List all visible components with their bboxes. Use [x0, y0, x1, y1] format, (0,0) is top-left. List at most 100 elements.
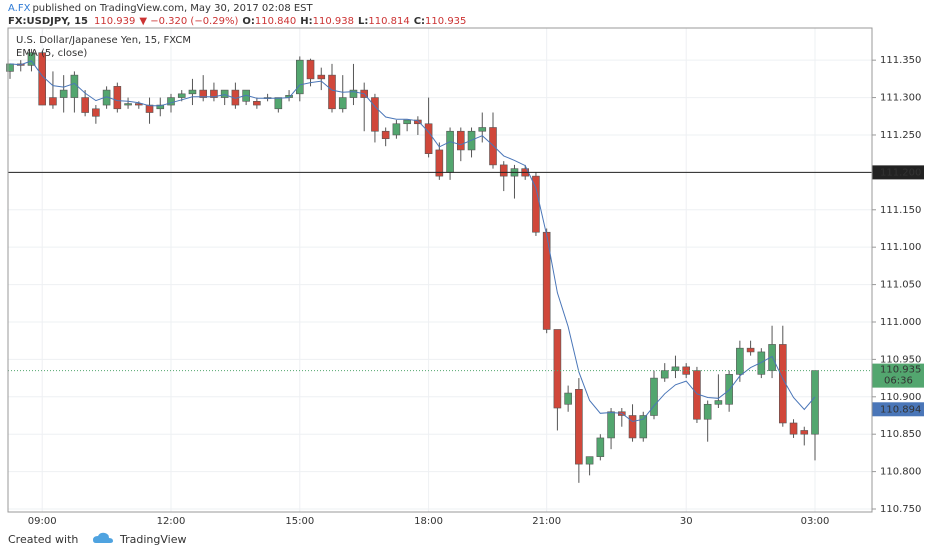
ohlc-value: 110.938 — [313, 16, 354, 27]
candle-body — [59, 89, 68, 98]
x-tick-label: 15:00 — [285, 516, 314, 527]
price-label-box — [872, 402, 924, 417]
candle-body — [553, 329, 562, 409]
candle-body — [499, 164, 508, 177]
candle-body — [317, 74, 326, 80]
price-label-box — [872, 363, 924, 388]
footer-brand[interactable]: TradingView — [119, 533, 186, 546]
candle-body — [789, 422, 798, 435]
candle-body — [145, 104, 154, 113]
y-tick-label: 111.250 — [880, 130, 921, 141]
candle-body — [746, 347, 755, 353]
y-tick-label: 110.900 — [880, 392, 921, 403]
candle-body — [800, 430, 809, 435]
y-tick-label: 111.150 — [880, 205, 921, 216]
ohlc-value: 110.840 — [255, 16, 296, 27]
price-label: 111.200 — [880, 167, 921, 178]
candle-body — [274, 97, 283, 110]
y-tick-label: 111.100 — [880, 242, 921, 253]
last-price: 110.939 — [94, 16, 135, 27]
candle-body — [27, 52, 36, 66]
candle-body — [92, 108, 100, 117]
candle-body — [424, 123, 433, 154]
candle-body — [49, 97, 57, 106]
ohlc-label: C: — [414, 16, 425, 27]
candle-body — [381, 130, 390, 140]
price-label: 110.935 — [880, 365, 921, 376]
price-label-box — [872, 165, 924, 180]
candle-body — [295, 59, 304, 95]
candle-body — [596, 437, 605, 457]
candle-body — [575, 389, 583, 465]
x-tick-label: 30 — [680, 516, 693, 527]
candle-body — [489, 127, 497, 166]
indicator-label: EMA (5, close) — [16, 48, 87, 59]
y-tick-label: 111.300 — [880, 93, 921, 104]
brand-logo — [93, 532, 113, 543]
published: published on TradingView.com, May 30, 20… — [32, 3, 313, 14]
header-line: A.FX published on TradingView.com, May 30… — [8, 3, 314, 14]
y-tick-label: 111.350 — [880, 55, 921, 66]
x-tick-label: 21:00 — [532, 516, 561, 527]
candle-body — [403, 119, 411, 125]
candle-body — [564, 392, 572, 405]
candle-body — [306, 59, 315, 80]
ohlc-label: H: — [300, 16, 312, 27]
candle-body — [446, 130, 454, 173]
ohlc-value: 110.935 — [425, 16, 466, 27]
y-tick-label: 110.850 — [880, 429, 921, 440]
candle-body — [156, 104, 165, 110]
x-tick-label: 18:00 — [414, 516, 443, 527]
candle-body — [639, 415, 648, 439]
candle-body — [328, 74, 336, 110]
change: ▼ −0.320 (−0.29%) — [139, 16, 238, 27]
candle-body — [714, 400, 723, 405]
ema-line — [9, 60, 816, 423]
x-tick-label: 09:00 — [28, 516, 57, 527]
y-tick-label: 111.000 — [880, 317, 921, 328]
candle-body — [757, 351, 766, 375]
price-label: 110.894 — [880, 404, 921, 415]
symbol: FX:USDJPY, 15 — [8, 16, 88, 27]
y-tick-label: 110.750 — [880, 504, 921, 515]
candle-body — [456, 130, 465, 151]
candle-body — [650, 377, 658, 416]
ohlc-label: O: — [242, 16, 255, 27]
candle-body — [188, 89, 197, 95]
x-tick-label: 03:00 — [801, 516, 830, 527]
candle-body — [414, 119, 422, 125]
candle-body — [81, 97, 89, 113]
x-tick-label: 12:00 — [157, 516, 186, 527]
candle-body — [585, 456, 594, 465]
candle-body — [660, 370, 669, 379]
plot-border — [7, 27, 873, 513]
ohlc-value: 110.814 — [368, 16, 409, 27]
candle-body — [253, 101, 261, 106]
plot: 110.750 110.800 110.850 110.900 110.950 111.0… — [6, 28, 924, 527]
candle-body — [768, 344, 776, 371]
candle-body — [220, 89, 229, 98]
candle-body — [532, 175, 540, 233]
candle-body — [38, 52, 47, 106]
candle-body — [349, 89, 358, 98]
countdown: 06:36 — [884, 376, 913, 387]
candle-body — [392, 123, 401, 136]
candle-body — [371, 97, 379, 132]
candle-body — [478, 127, 487, 132]
y-tick-label: 110.800 — [880, 467, 921, 478]
y-tick-label: 111.050 — [880, 280, 921, 291]
candle-body — [628, 415, 637, 439]
candle-body — [177, 93, 186, 98]
candle-body — [135, 103, 143, 106]
chart-title: U.S. Dollar/Japanese Yen, 15, FXCM — [16, 35, 191, 46]
ohlc-label: L: — [358, 16, 368, 27]
candle-body — [778, 344, 787, 424]
candle-body — [113, 86, 122, 110]
candle-body — [338, 97, 347, 110]
author[interactable]: A.FX — [8, 3, 31, 14]
candle-body — [70, 74, 79, 98]
y-tick-label: 110.950 — [880, 354, 921, 365]
candle-body — [124, 103, 132, 106]
